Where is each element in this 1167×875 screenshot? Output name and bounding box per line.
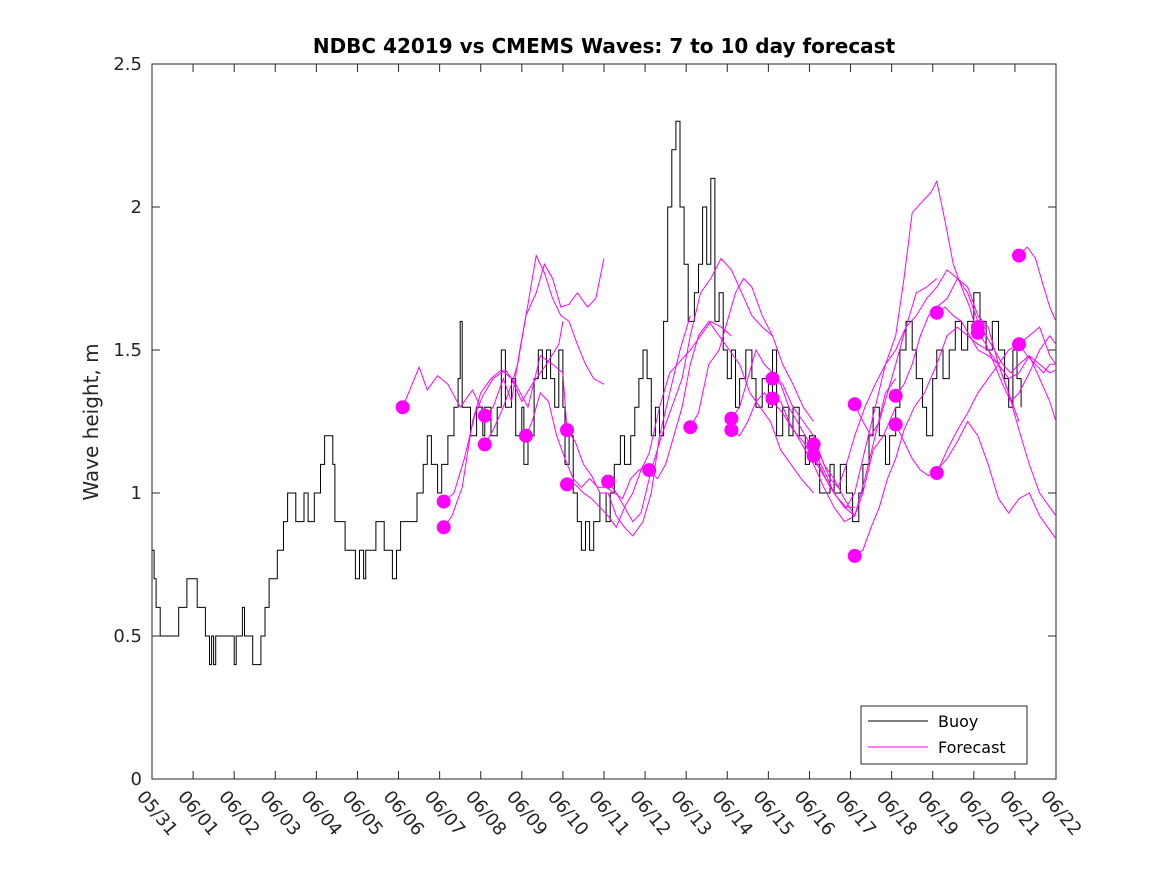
forecast-line-26: [1018, 246, 1057, 322]
forecast-start-marker-22: [929, 305, 944, 320]
forecast-start-marker-16: [806, 437, 821, 452]
forecast-start-marker-8: [560, 477, 574, 492]
forecast-line-11: [689, 277, 815, 428]
forecast-line-6: [525, 391, 650, 500]
legend-box: [860, 705, 1028, 765]
forecast-start-marker-21: [888, 417, 903, 432]
forecast-start-marker-11: [683, 420, 698, 435]
y-tick-label: 0: [131, 769, 142, 790]
forecast-start-marker-10: [642, 463, 657, 478]
forecast-start-marker-17: [806, 448, 821, 463]
forecast-line-27: [1018, 344, 1056, 374]
forecast-line-10: [648, 320, 814, 494]
forecast-start-marker-26: [1012, 248, 1026, 263]
forecast-line-25: [977, 332, 1057, 403]
forecast-series: [402, 179, 1057, 557]
forecast-start-marker-23: [929, 466, 944, 480]
forecast-line-23: [936, 326, 1057, 474]
forecast-line-24: [977, 326, 1057, 422]
forecast-start-marker-20: [888, 388, 903, 403]
forecast-start-marker-27: [1012, 337, 1026, 352]
forecast-line-2: [443, 354, 568, 502]
forecast-start-marker-2: [436, 494, 451, 509]
forecast-start-marker-25: [970, 325, 985, 340]
forecast-line-14: [772, 378, 897, 517]
forecast-start-marker-1: [395, 400, 410, 415]
forecast-line-18: [854, 269, 979, 437]
forecast-line-17: [813, 179, 979, 509]
forecast-start-marker-15: [765, 391, 780, 406]
forecast-line-1: [402, 365, 486, 417]
buoy-series: [152, 120, 1022, 666]
forecast-line-7: [566, 315, 691, 537]
y-tick-label: 0.5: [113, 626, 142, 647]
legend-buoy-label: Buoy: [938, 712, 978, 731]
y-tick-label: 1: [131, 483, 142, 504]
forecast-start-marker-14: [765, 371, 780, 386]
forecast-start-marker-12: [724, 411, 739, 426]
forecast-line-16: [813, 278, 938, 489]
forecast-start-marker-13: [724, 423, 739, 438]
forecast-start-marker-7: [560, 423, 574, 438]
forecast-line-3: [443, 321, 564, 528]
forecast-start-marker-19: [847, 548, 862, 563]
forecast-start-marker-3: [436, 520, 451, 535]
forecast-line-20: [895, 277, 1057, 517]
forecast-start-marker-4: [477, 408, 492, 423]
y-tick-label: 2: [131, 197, 142, 218]
forecast-line-15: [772, 378, 897, 523]
forecast-line-22: [936, 306, 1057, 380]
forecast-start-marker-18: [847, 397, 862, 412]
forecast-line-4: [484, 253, 605, 417]
forecast-start-marker-5: [477, 437, 492, 452]
legend: Buoy Forecast: [860, 705, 1028, 765]
forecast-line-8: [567, 320, 732, 529]
forecast-start-marker-6: [518, 428, 533, 443]
buoy-line: [152, 120, 1022, 666]
legend-forecast-label: Forecast: [938, 738, 1006, 757]
y-axis-label: Wave height, m: [79, 343, 103, 500]
y-tick-label: 1.5: [113, 340, 142, 361]
forecast-line-12: [730, 348, 856, 517]
forecast-line-9: [607, 257, 773, 523]
forecast-start-markers: [395, 248, 1026, 563]
y-tick-label: 2.5: [113, 54, 142, 75]
forecast-start-marker-9: [601, 474, 616, 489]
chart-title: NDBC 42019 vs CMEMS Waves: 7 to 10 day f…: [313, 34, 896, 58]
forecast-line-21: [895, 420, 1057, 540]
forecast-line-5: [484, 258, 605, 445]
